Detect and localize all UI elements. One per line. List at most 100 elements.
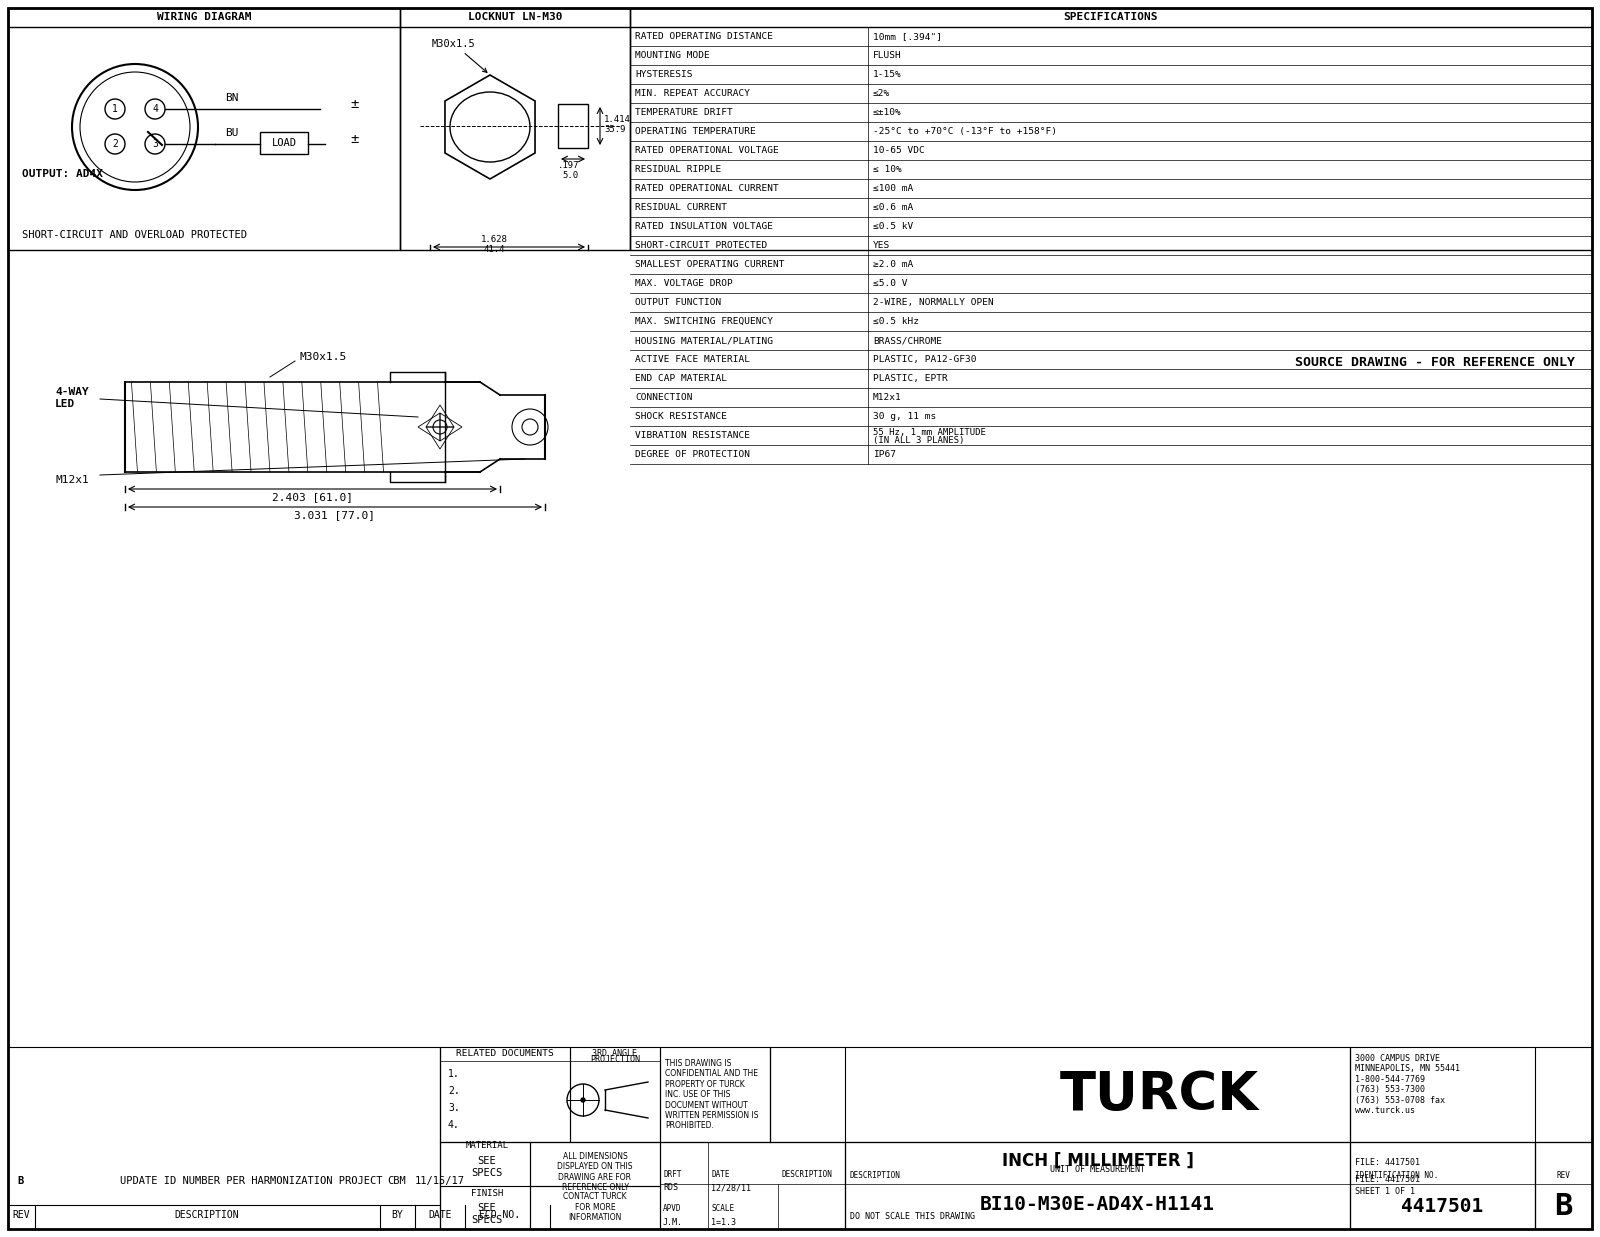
Text: 3RD ANGLE: 3RD ANGLE bbox=[592, 1049, 637, 1059]
Text: 3.031 [77.0]: 3.031 [77.0] bbox=[294, 510, 376, 520]
Text: SHEET 1 OF 1: SHEET 1 OF 1 bbox=[1355, 1188, 1414, 1196]
Bar bbox=[440, 1047, 570, 1142]
Bar bbox=[1350, 1142, 1534, 1230]
Text: 2: 2 bbox=[112, 139, 118, 148]
Text: SHORT-CIRCUIT PROTECTED: SHORT-CIRCUIT PROTECTED bbox=[635, 241, 768, 250]
Text: BN: BN bbox=[226, 93, 238, 103]
Bar bbox=[661, 1047, 770, 1142]
Text: APVD: APVD bbox=[662, 1204, 682, 1212]
Text: FLUSH: FLUSH bbox=[874, 51, 902, 61]
Text: M30x1.5: M30x1.5 bbox=[432, 40, 486, 73]
Text: -25°C to +70°C (-13°F to +158°F): -25°C to +70°C (-13°F to +158°F) bbox=[874, 127, 1058, 136]
Text: 1: 1 bbox=[112, 104, 118, 114]
Bar bbox=[440, 1142, 530, 1230]
Text: 3000 CAMPUS DRIVE
MINNEAPOLIS, MN 55441
1-800-544-7769
(763) 553-7300
(763) 553-: 3000 CAMPUS DRIVE MINNEAPOLIS, MN 55441 … bbox=[1355, 1054, 1459, 1115]
Text: HOUSING MATERIAL/PLATING: HOUSING MATERIAL/PLATING bbox=[635, 336, 773, 345]
Text: 35.9: 35.9 bbox=[605, 125, 626, 135]
Text: RATED INSULATION VOLTAGE: RATED INSULATION VOLTAGE bbox=[635, 221, 773, 231]
Text: ALL DIMENSIONS
DISPLAYED ON THIS
DRAWING ARE FOR
REFERENCE ONLY: ALL DIMENSIONS DISPLAYED ON THIS DRAWING… bbox=[557, 1152, 632, 1192]
Text: UNIT OF MEASUREMENT: UNIT OF MEASUREMENT bbox=[1050, 1165, 1146, 1174]
Bar bbox=[1534, 1142, 1592, 1230]
Text: 3.: 3. bbox=[448, 1103, 459, 1113]
Text: PLASTIC, EPTR: PLASTIC, EPTR bbox=[874, 374, 947, 383]
Text: 55 Hz, 1 mm AMPLITUDE: 55 Hz, 1 mm AMPLITUDE bbox=[874, 428, 986, 437]
Text: 2.: 2. bbox=[448, 1086, 459, 1096]
Text: RELATED DOCUMENTS: RELATED DOCUMENTS bbox=[456, 1049, 554, 1059]
Bar bbox=[8, 1047, 440, 1230]
Text: WIRING DIAGRAM: WIRING DIAGRAM bbox=[157, 12, 251, 22]
Bar bbox=[259, 132, 307, 153]
Text: M12x1: M12x1 bbox=[54, 475, 88, 485]
Text: 1.628: 1.628 bbox=[480, 235, 507, 245]
Text: ≤2%: ≤2% bbox=[874, 89, 890, 98]
Text: REV: REV bbox=[13, 1210, 30, 1220]
Text: 2-WIRE, NORMALLY OPEN: 2-WIRE, NORMALLY OPEN bbox=[874, 298, 994, 307]
Text: BY: BY bbox=[390, 1210, 403, 1220]
Bar bbox=[558, 104, 589, 148]
Text: 12/28/11: 12/28/11 bbox=[710, 1184, 750, 1192]
Text: SPECIFICATIONS: SPECIFICATIONS bbox=[1064, 12, 1158, 22]
Text: B: B bbox=[1554, 1192, 1573, 1221]
Text: SMALLEST OPERATING CURRENT: SMALLEST OPERATING CURRENT bbox=[635, 260, 784, 268]
Text: IDENTIFICATION NO.: IDENTIFICATION NO. bbox=[1355, 1170, 1438, 1180]
Text: DATE: DATE bbox=[710, 1170, 730, 1179]
Text: SEE: SEE bbox=[478, 1157, 496, 1166]
Text: 10mm [.394"]: 10mm [.394"] bbox=[874, 32, 942, 41]
Text: INCH [ MILLIMETER ]: INCH [ MILLIMETER ] bbox=[1002, 1152, 1194, 1170]
Text: 4.: 4. bbox=[448, 1119, 459, 1131]
Bar bbox=[8, 7, 400, 250]
Text: 5.0: 5.0 bbox=[562, 171, 578, 179]
Text: BI10-M30E-AD4X-H1141: BI10-M30E-AD4X-H1141 bbox=[979, 1195, 1214, 1215]
Text: IP67: IP67 bbox=[874, 450, 896, 459]
Text: TURCK: TURCK bbox=[1059, 1069, 1259, 1121]
Text: RATED OPERATING DISTANCE: RATED OPERATING DISTANCE bbox=[635, 32, 773, 41]
Text: RESIDUAL RIPPLE: RESIDUAL RIPPLE bbox=[635, 165, 722, 174]
Text: DESCRIPTION: DESCRIPTION bbox=[174, 1210, 240, 1220]
Text: PROJECTION: PROJECTION bbox=[590, 1055, 640, 1065]
Text: ECO NO.: ECO NO. bbox=[480, 1210, 520, 1220]
Text: 4417501: 4417501 bbox=[1402, 1197, 1483, 1216]
Text: SCALE: SCALE bbox=[710, 1204, 734, 1212]
Text: OUTPUT FUNCTION: OUTPUT FUNCTION bbox=[635, 298, 722, 307]
Text: ≤5.0 V: ≤5.0 V bbox=[874, 280, 907, 288]
Text: ≤±10%: ≤±10% bbox=[874, 108, 902, 118]
Text: M12x1: M12x1 bbox=[874, 393, 902, 402]
Text: CONNECTION: CONNECTION bbox=[635, 393, 693, 402]
Text: M30x1.5: M30x1.5 bbox=[301, 353, 347, 362]
Text: DESCRIPTION: DESCRIPTION bbox=[781, 1170, 832, 1179]
Text: DRFT: DRFT bbox=[662, 1170, 682, 1179]
Text: MOUNTING MODE: MOUNTING MODE bbox=[635, 51, 710, 61]
Text: FINISH: FINISH bbox=[470, 1189, 502, 1197]
Text: YES: YES bbox=[874, 241, 890, 250]
Text: MIN. REPEAT ACCURACY: MIN. REPEAT ACCURACY bbox=[635, 89, 750, 98]
Text: 2.403 [61.0]: 2.403 [61.0] bbox=[272, 492, 354, 502]
Text: UPDATE ID NUMBER PER HARMONIZATION PROJECT: UPDATE ID NUMBER PER HARMONIZATION PROJE… bbox=[120, 1176, 382, 1186]
Text: (IN ALL 3 PLANES): (IN ALL 3 PLANES) bbox=[874, 435, 965, 445]
Text: FILE: 4417501: FILE: 4417501 bbox=[1355, 1158, 1421, 1168]
Bar bbox=[770, 1047, 1350, 1142]
Text: MATERIAL: MATERIAL bbox=[466, 1142, 509, 1150]
Bar bbox=[530, 1142, 661, 1230]
Text: DEGREE OF PROTECTION: DEGREE OF PROTECTION bbox=[635, 450, 750, 459]
Text: 1-15%: 1-15% bbox=[874, 71, 902, 79]
Text: OPERATING TEMPERATURE: OPERATING TEMPERATURE bbox=[635, 127, 755, 136]
Text: DATE: DATE bbox=[429, 1210, 451, 1220]
Text: 4-WAY: 4-WAY bbox=[54, 387, 88, 397]
Text: PLASTIC, PA12-GF30: PLASTIC, PA12-GF30 bbox=[874, 355, 976, 364]
Text: BU: BU bbox=[226, 127, 238, 139]
Text: SHORT-CIRCUIT AND OVERLOAD PROTECTED: SHORT-CIRCUIT AND OVERLOAD PROTECTED bbox=[22, 230, 246, 240]
Text: SOURCE DRAWING - FOR REFERENCE ONLY: SOURCE DRAWING - FOR REFERENCE ONLY bbox=[1294, 356, 1574, 370]
Text: RESIDUAL CURRENT: RESIDUAL CURRENT bbox=[635, 203, 726, 212]
Text: LOCKNUT LN-M30: LOCKNUT LN-M30 bbox=[467, 12, 562, 22]
Text: END CAP MATERIAL: END CAP MATERIAL bbox=[635, 374, 726, 383]
Text: 4: 4 bbox=[152, 104, 158, 114]
Bar bbox=[845, 1142, 1350, 1230]
Text: TEMPERATURE DRIFT: TEMPERATURE DRIFT bbox=[635, 108, 733, 118]
Text: 30 g, 11 ms: 30 g, 11 ms bbox=[874, 412, 936, 421]
Text: 11/15/17: 11/15/17 bbox=[414, 1176, 466, 1186]
Text: SPECS: SPECS bbox=[472, 1215, 502, 1225]
Text: LED: LED bbox=[54, 400, 75, 409]
Text: ACTIVE FACE MATERIAL: ACTIVE FACE MATERIAL bbox=[635, 355, 750, 364]
Text: ≤0.5 kHz: ≤0.5 kHz bbox=[874, 317, 918, 327]
Text: HYSTERESIS: HYSTERESIS bbox=[635, 71, 693, 79]
